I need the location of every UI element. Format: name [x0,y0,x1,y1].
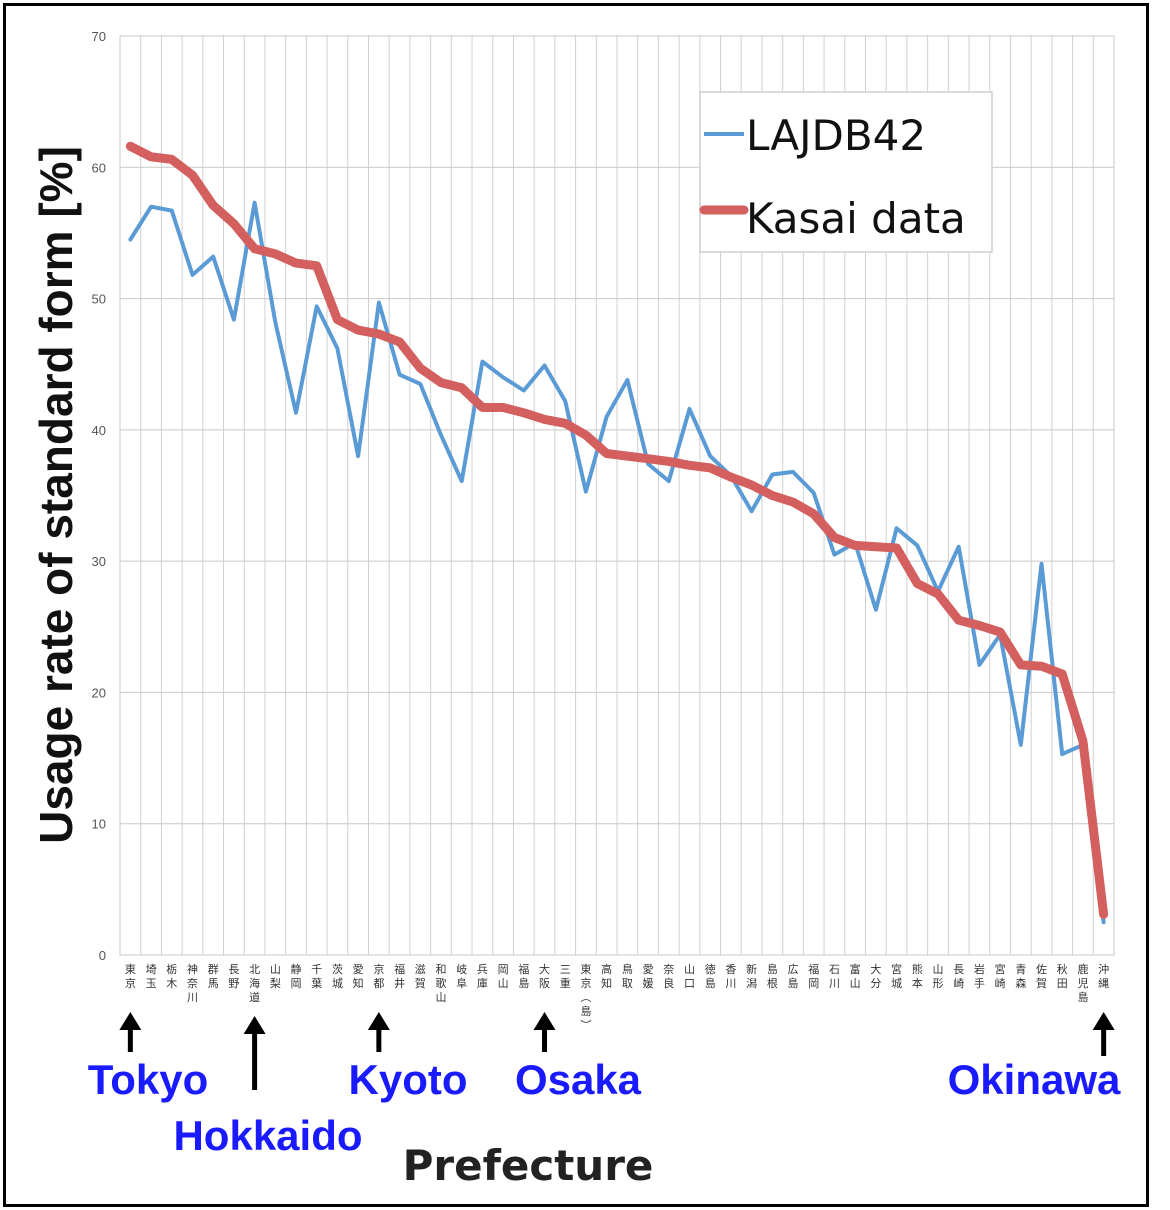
series-lines [125,141,1109,925]
x-tick-label: 大分 [870,962,881,990]
x-tick-label: 福島 [518,962,529,990]
x-tick-label: 和歌山 [435,963,446,1004]
x-tick-label: 新潟 [746,962,757,990]
x-tick-label: 愛媛 [643,963,654,990]
callout-label: Kyoto [349,1056,468,1103]
series-line-0 [128,200,1106,925]
y-tick-label: 30 [92,554,106,569]
y-tick-label: 70 [92,29,106,44]
callout-label: Hokkaido [173,1112,362,1159]
y-axis-label: Usage rate of standard form [%] [30,146,82,844]
callout-label: Osaka [515,1056,642,1103]
x-tick-label: 高知 [601,962,612,990]
legend-box [699,91,993,253]
callout-label: Okinawa [948,1056,1121,1103]
y-tick-label: 60 [92,160,106,175]
x-tick-label: 静岡 [291,962,302,990]
y-tick-label: 50 [92,292,106,307]
callout-arrow-head [1092,1012,1115,1030]
y-tick-label: 20 [92,685,106,700]
y-tick-label: 0 [99,948,106,963]
x-tick-label: 滋賀 [415,963,426,990]
callout-arrow-head [533,1012,556,1030]
series-line-1 [125,141,1109,919]
legend-label-lajdb42: LAJDB42 [746,111,926,160]
category-labels: 東京埼玉栃木神奈川群馬長野北海道山梨静岡千葉茨城愛知京都福井滋賀和歌山岐阜兵庫岡… [125,962,1109,1032]
x-tick-label: 三重 [560,963,571,990]
x-tick-label: 東京︵島︶ [580,963,591,1032]
x-tick-label: 東京 [125,963,136,990]
x-tick-label: 山形 [932,963,943,990]
x-tick-label: 北海道 [249,963,260,1004]
x-tick-label: 熊本 [912,962,923,990]
x-axis-label: Prefecture [403,1141,654,1190]
x-tick-label: 埼玉 [146,962,157,990]
x-tick-label: 京都 [373,962,384,990]
x-tick-label: 大阪 [539,962,550,990]
legend-label-kasai: Kasai data [746,194,966,243]
x-tick-label: 青森 [1015,963,1026,990]
x-tick-label: 富山 [850,962,861,990]
x-tick-label: 香川 [725,963,736,990]
callouts: Tokyo Hokkaido Kyoto Osaka Okinawa [88,1012,1121,1159]
legend: LAJDB42 Kasai data [699,91,993,253]
x-tick-label: 鳥取 [622,962,633,990]
x-tick-label: 福井 [394,962,405,990]
y-tick-labels: 0 10 20 30 40 50 60 70 [92,29,106,963]
x-tick-label: 沖縄 [1098,963,1109,990]
y-tick-label: 40 [92,423,106,438]
x-tick-label: 群馬 [208,962,219,990]
callout-arrow-head [367,1012,390,1030]
x-tick-label: 奈良 [663,962,674,990]
callout-arrow-head [119,1012,142,1030]
x-tick-label: 岐阜 [456,963,467,990]
x-tick-label: 徳島 [705,963,716,990]
x-tick-label: 茨城 [332,962,343,990]
x-tick-label: 栃木 [166,962,177,990]
x-tick-label: 岩手 [974,962,985,990]
callout-label: Tokyo [88,1056,209,1103]
callout-arrow-head [243,1016,266,1034]
x-tick-label: 長崎 [953,963,964,990]
x-tick-label: 愛知 [353,963,364,990]
x-tick-label: 長野 [228,963,239,990]
y-tick-label: 10 [92,817,106,832]
x-tick-label: 岡山 [498,963,509,990]
x-tick-label: 鹿児島 [1077,962,1088,1004]
x-tick-label: 佐賀 [1036,962,1047,990]
x-tick-label: 石川 [829,963,840,990]
x-tick-label: 神奈川 [187,962,198,1004]
x-tick-label: 秋田 [1057,962,1068,990]
x-tick-label: 千葉 [311,963,322,990]
x-tick-label: 宮城 [891,962,902,990]
x-tick-label: 宮崎 [995,962,1006,990]
x-tick-label: 福岡 [808,962,819,990]
x-tick-label: 山口 [684,963,695,990]
x-tick-label: 山梨 [270,963,281,990]
x-tick-label: 島根 [767,962,778,990]
x-tick-label: 兵庫 [477,963,488,990]
x-tick-label: 広島 [788,963,799,990]
